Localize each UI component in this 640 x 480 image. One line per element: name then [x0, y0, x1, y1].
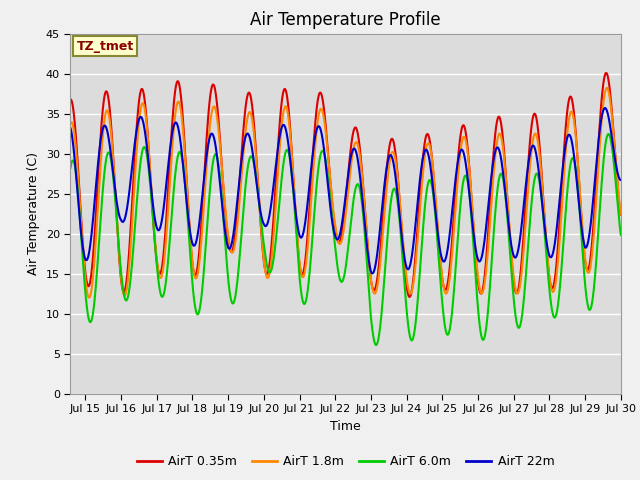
- Text: TZ_tmet: TZ_tmet: [76, 39, 134, 53]
- Y-axis label: Air Temperature (C): Air Temperature (C): [28, 152, 40, 275]
- Legend: AirT 0.35m, AirT 1.8m, AirT 6.0m, AirT 22m: AirT 0.35m, AirT 1.8m, AirT 6.0m, AirT 2…: [132, 450, 559, 473]
- Title: Air Temperature Profile: Air Temperature Profile: [250, 11, 441, 29]
- X-axis label: Time: Time: [330, 420, 361, 432]
